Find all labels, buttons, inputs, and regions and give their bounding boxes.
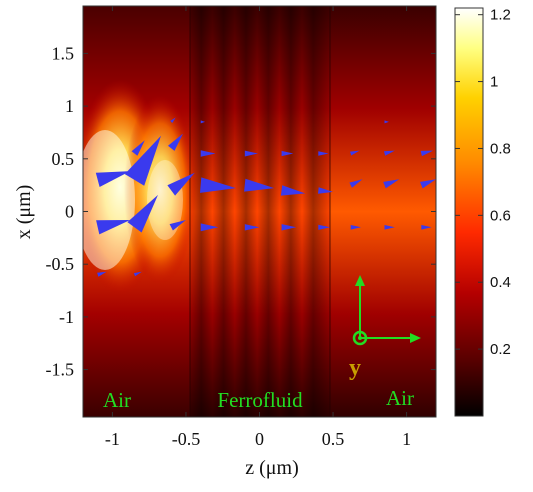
- colorbar-tick-label: 1.2: [490, 7, 511, 24]
- colorbar-tick-label: 0.2: [490, 341, 511, 358]
- field-arrow: [169, 220, 186, 231]
- field-arrow: [280, 185, 306, 196]
- field-arrow: [244, 178, 275, 192]
- y-tick-label: -0.5: [46, 254, 75, 274]
- field-arrow: [420, 179, 436, 189]
- indicator-y-label: y: [349, 355, 361, 381]
- axes-indicator: y: [349, 275, 421, 381]
- colorbar-tick-label: 0.6: [490, 207, 511, 224]
- field-arrow: [168, 133, 183, 151]
- x-axis-label: z (μm): [245, 457, 298, 479]
- field-arrow: [244, 150, 258, 157]
- out-of-plane-icon: [352, 330, 368, 346]
- field-arrow: [200, 223, 219, 232]
- colorbar-tick-label: 1: [490, 74, 498, 91]
- colorbar-ticks: 0.2 0.4 0.6 0.8 1 1.2: [455, 7, 511, 358]
- x-tick-label: -0.5: [172, 429, 201, 449]
- field-arrow: [384, 225, 395, 230]
- field-arrow: [383, 179, 400, 189]
- field-arrow: [131, 140, 145, 156]
- region-label-ferrofluid: Ferrofluid: [217, 388, 303, 412]
- field-arrow: [244, 224, 260, 231]
- field-arrows: [95, 117, 436, 277]
- field-arrow: [124, 135, 161, 186]
- field-arrow: [318, 151, 329, 156]
- field-arrow: [200, 120, 206, 124]
- field-arrow: [200, 150, 216, 157]
- y-tick-label: 0: [65, 202, 74, 222]
- y-tick-label: 1.5: [52, 43, 75, 63]
- field-arrow: [350, 150, 360, 156]
- x-tick-label: -1: [105, 429, 120, 449]
- region-label-air-right: Air: [386, 386, 414, 410]
- x-tick-label: 0: [255, 429, 264, 449]
- field-arrow: [350, 225, 361, 230]
- field-arrow: [200, 177, 236, 193]
- y-tick-label: 1: [65, 96, 74, 116]
- field-arrow: [97, 271, 107, 277]
- x-tick-label: 0.5: [322, 429, 345, 449]
- field-arrow: [281, 150, 294, 157]
- colorbar-tick-label: 0.4: [490, 274, 511, 291]
- y-axis-label: x (μm): [13, 185, 35, 240]
- y-tick-label: -1: [59, 307, 74, 327]
- field-arrow: [383, 150, 395, 156]
- arrow-right-icon: [410, 333, 421, 343]
- field-arrow: [384, 120, 389, 124]
- y-tick-label: -1.5: [46, 360, 75, 380]
- field-arrow: [318, 224, 331, 230]
- colorbar-tick-label: 0.8: [490, 140, 511, 157]
- heatmap-image: [83, 6, 436, 417]
- colorbar: [454, 7, 484, 417]
- field-arrow: [421, 225, 432, 230]
- x-tick-label: 1: [402, 429, 411, 449]
- axis-ticks: -1 -0.5 0 0.5 1 -1.5 -1 -0.5 0 0.5 1 1.5: [46, 6, 436, 449]
- field-arrow: [420, 150, 434, 157]
- field-arrow: [167, 172, 195, 196]
- field-arrow: [349, 179, 363, 188]
- field-arrow: [133, 271, 142, 277]
- field-arrow: [318, 187, 333, 194]
- field-arrow: [281, 224, 297, 231]
- field-arrow: [127, 194, 158, 233]
- y-tick-label: 0.5: [52, 149, 75, 169]
- field-arrow: [95, 171, 131, 187]
- field-arrow: [96, 220, 131, 235]
- region-label-air-left: Air: [103, 388, 131, 412]
- arrow-up-icon: [355, 275, 365, 286]
- field-arrow: [170, 117, 176, 123]
